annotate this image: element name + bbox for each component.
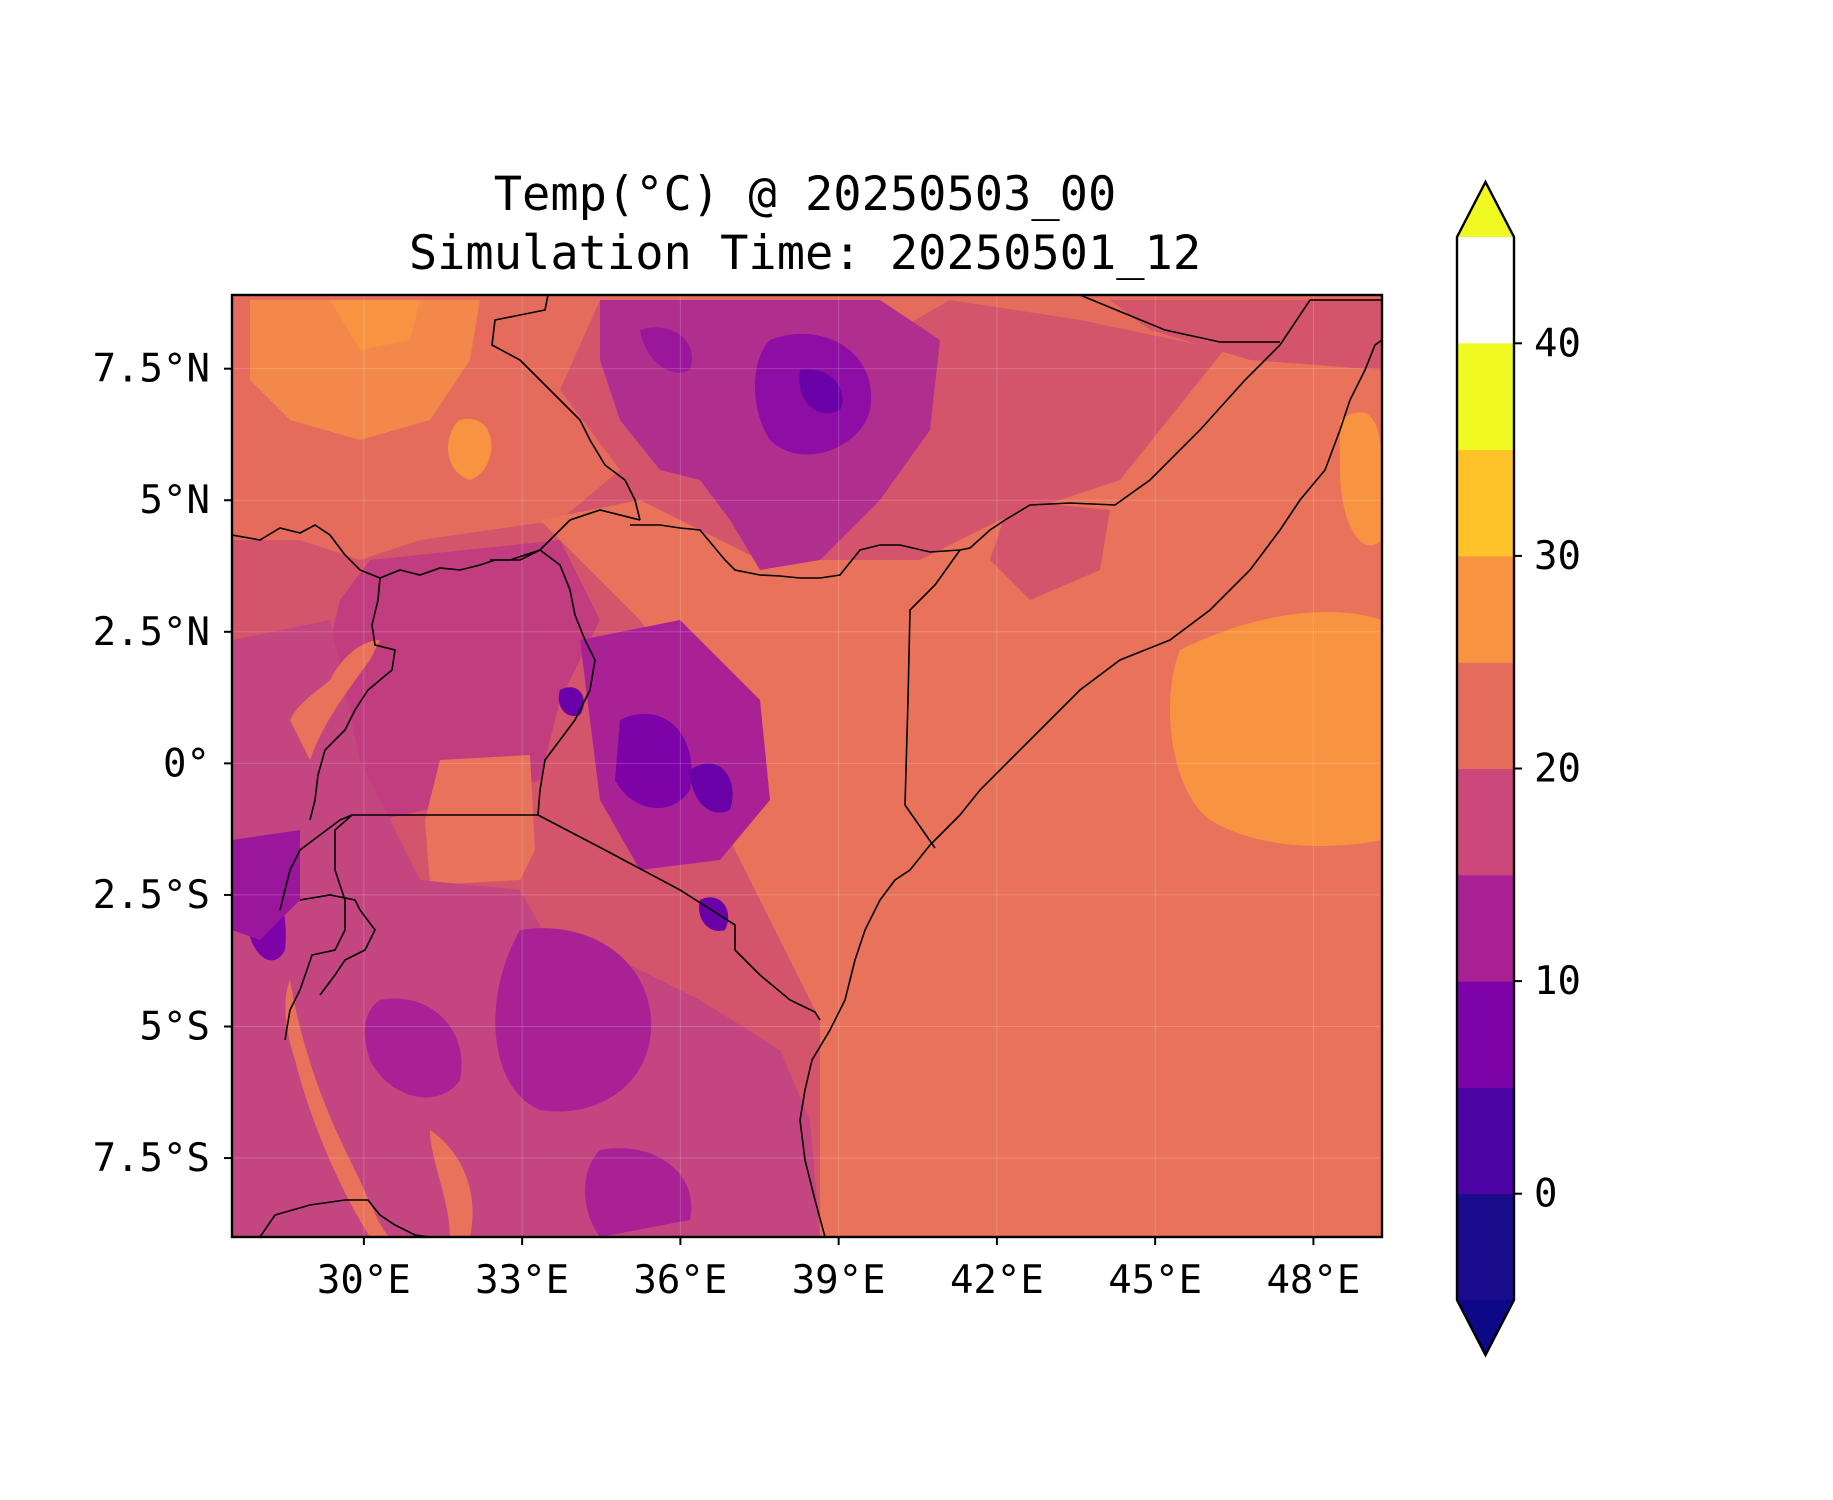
y-tick-label: 5°N: [140, 478, 210, 523]
colorbar-tick-label: 10: [1534, 959, 1581, 1004]
colorbar-band: [1457, 1193, 1514, 1301]
y-tick-label: 5°S: [140, 1004, 210, 1049]
colorbar-band: [1457, 981, 1514, 1088]
x-tick-label: 45°E: [1108, 1258, 1202, 1303]
colorbar-tick-label: 30: [1534, 534, 1581, 579]
colorbar-band: [1457, 1087, 1514, 1195]
x-tick-label: 33°E: [475, 1258, 569, 1303]
colorbar-band: [1457, 343, 1514, 451]
colorbar-tick-label: 0: [1534, 1172, 1557, 1217]
map-title-line2: Simulation Time: 20250501_12: [408, 226, 1202, 281]
map-frame: [230, 293, 1384, 1239]
gridlines: [232, 295, 1382, 1237]
x-tick-label: 39°E: [792, 1258, 886, 1303]
colorbar-band: [1457, 874, 1514, 982]
x-axis: 30°E 33°E 36°E 39°E 42°E 45°E 48°E: [317, 1237, 1360, 1303]
colorbar-band: [1457, 449, 1514, 557]
y-tick-label: 0°: [163, 741, 210, 786]
y-tick-label: 2.5°N: [93, 610, 210, 655]
colorbar-under-triangle: [1457, 1300, 1514, 1355]
y-tick-label: 2.5°S: [93, 873, 210, 918]
colorbar-band: [1457, 555, 1514, 663]
x-tick-label: 36°E: [633, 1258, 727, 1303]
temperature-field: [232, 295, 1382, 1237]
map-title-line1: Temp(°C) @ 20250503_00: [493, 167, 1117, 222]
country-borders: [232, 295, 1382, 1237]
x-tick-label: 48°E: [1266, 1258, 1360, 1303]
colorbar: 0 10 20 30 40: [1455, 179, 1581, 1358]
colorbar-tick-label: 20: [1534, 747, 1581, 792]
y-tick-label: 7.5°N: [93, 347, 210, 392]
y-tick-label: 7.5°S: [93, 1136, 210, 1181]
colorbar-band: [1457, 662, 1514, 769]
colorbar-outline: [1455, 179, 1516, 1358]
x-tick-label: 42°E: [950, 1258, 1044, 1303]
colorbar-tick-label: 40: [1534, 321, 1581, 366]
x-tick-label: 30°E: [317, 1258, 411, 1303]
colorbar-over-triangle: [1457, 182, 1514, 237]
y-axis: 7.5°N 5°N 2.5°N 0° 2.5°S 5°S 7.5°S: [93, 347, 232, 1181]
colorbar-band: [1457, 768, 1514, 876]
coastline: [799, 339, 1382, 1237]
